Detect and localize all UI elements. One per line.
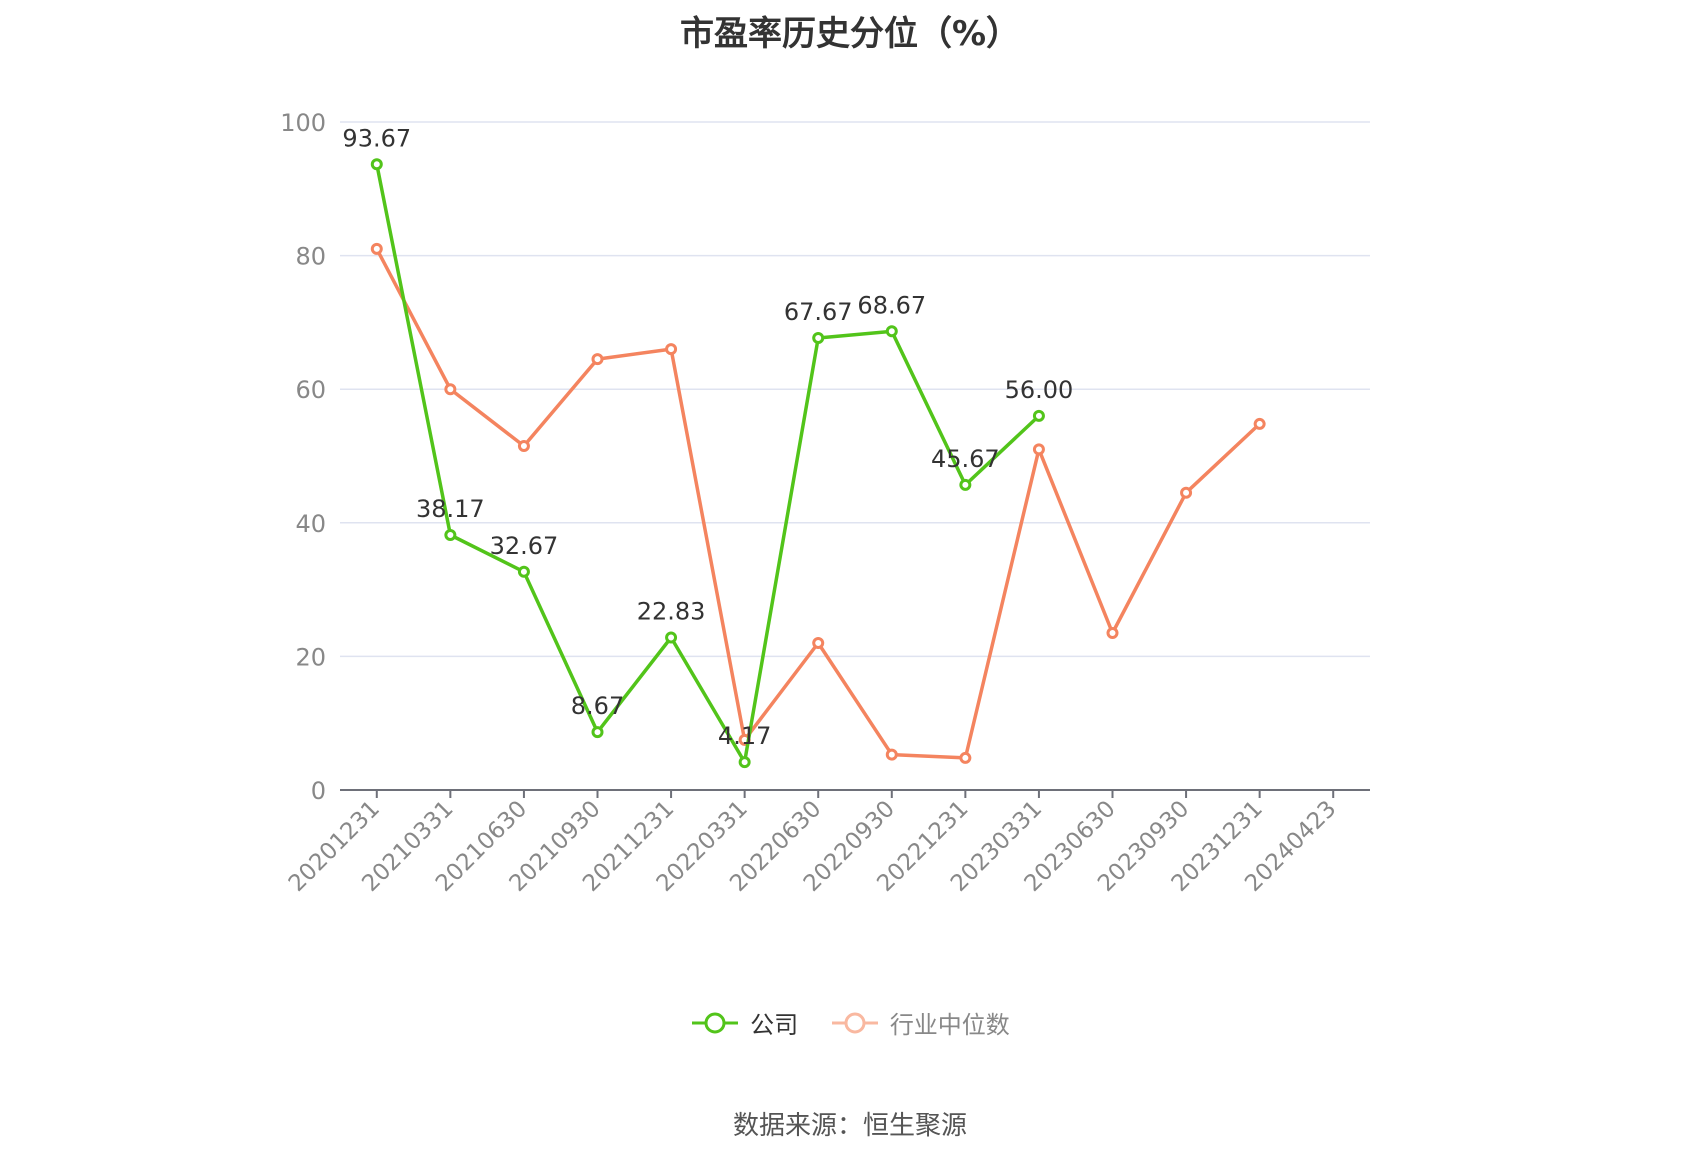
- company-data-label: 56.00: [1005, 376, 1074, 404]
- legend-label-company: 公司: [750, 1011, 799, 1039]
- company-data-label: 45.67: [931, 445, 1000, 473]
- industry-median-point: [591, 353, 604, 366]
- legend-label-industry-median: 行业中位数: [889, 1011, 1010, 1039]
- company-data-label: 68.67: [857, 291, 926, 319]
- legend-item-company[interactable]: 公司: [690, 1005, 798, 1040]
- x-axis: 2020123120210331202106302021093020211231…: [284, 789, 1370, 897]
- company-data-label: 38.17: [416, 495, 485, 523]
- company-data-label: 67.67: [784, 298, 853, 326]
- company-point: [1032, 409, 1045, 422]
- legend-industry-icon: [831, 1012, 878, 1033]
- grid-lines: [340, 121, 1370, 658]
- company-point: [665, 631, 678, 644]
- company-line: [375, 163, 1041, 764]
- y-tick-label: 100: [280, 109, 326, 137]
- company-point: [370, 158, 383, 171]
- source-note: 数据来源：恒生聚源: [732, 1111, 967, 1141]
- company-point: [885, 325, 898, 338]
- y-tick-label: 80: [295, 243, 326, 271]
- legend-company-icon: [692, 1012, 739, 1033]
- company-point: [812, 331, 825, 344]
- industry-median-point: [444, 383, 457, 396]
- company-data-label: 8.67: [571, 692, 624, 720]
- company-point: [738, 756, 751, 769]
- y-tick-label: 0: [311, 777, 326, 805]
- y-axis: 0 20 40 60 80 100: [280, 109, 326, 805]
- industry-median-point: [1253, 417, 1266, 430]
- industry-median-point: [812, 637, 825, 650]
- company-data-label: 4.17: [718, 722, 771, 750]
- company-point: [591, 726, 604, 739]
- industry-median-point: [665, 343, 678, 356]
- y-tick-label: 20: [295, 643, 326, 671]
- company-point: [444, 529, 457, 542]
- company-data-label: 22.83: [637, 597, 706, 625]
- company-point: [959, 478, 972, 491]
- industry-median-point: [1032, 443, 1045, 456]
- series-layer: [370, 158, 1266, 769]
- legend-item-industry-median[interactable]: 行业中位数: [830, 1005, 1010, 1040]
- y-tick-label: 60: [295, 376, 326, 404]
- y-tick-label: 40: [295, 510, 326, 538]
- industry-median-point: [1180, 486, 1193, 499]
- legend: 公司 行业中位数: [0, 1005, 1700, 1041]
- company-data-label: 32.67: [490, 532, 559, 560]
- industry-median-point: [885, 748, 898, 761]
- industry-median-point: [959, 751, 972, 764]
- company-data-label: 93.67: [342, 124, 411, 152]
- industry-median-point: [517, 439, 530, 452]
- industry-median-point: [370, 242, 383, 255]
- industry-median-point: [1106, 627, 1119, 640]
- company-point: [517, 565, 530, 578]
- chart-title: 市盈率历史分位（%）: [679, 14, 1021, 54]
